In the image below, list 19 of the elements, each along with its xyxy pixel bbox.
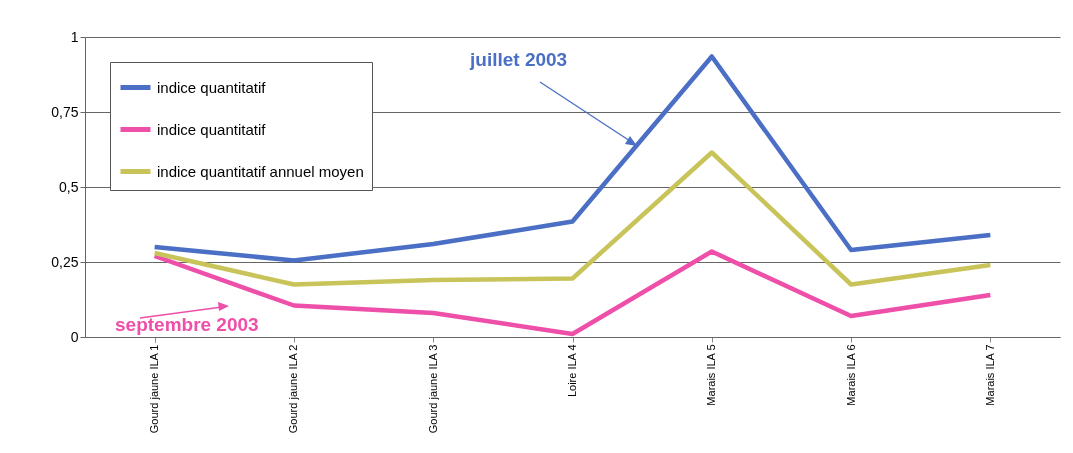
line-series [152,54,993,263]
x-tick-label: Marais ILA 7 [983,344,996,406]
x-tick-label: Loire ILA 4 [566,344,578,398]
x-tick-label: Gourd jaune ILA 2 [287,344,300,434]
annotation: juillet 2003 [469,49,568,70]
annotation: septembre 2003 [115,314,259,335]
y-tick-label: 0,75 [51,103,79,120]
line-series [152,150,993,287]
y-tick-label: 0 [70,328,79,345]
y-tick-label: 1 [70,28,79,45]
x-tick-label: Gourd jaune ILA 3 [426,344,439,434]
y-tick-label: 0,5 [59,178,79,195]
legend-label: indice quantitatif [157,120,267,138]
x-tick-label: Marais ILA 6 [844,344,857,406]
y-tick-label: 0,25 [51,253,79,270]
x-tick-label: Gourd jaune ILA 1 [148,344,161,434]
legend-label: indice quantitatif annuel moyen [157,162,364,180]
legend-label: indice quantitatif [157,78,267,96]
x-tick-label: Marais ILA 5 [705,344,718,406]
